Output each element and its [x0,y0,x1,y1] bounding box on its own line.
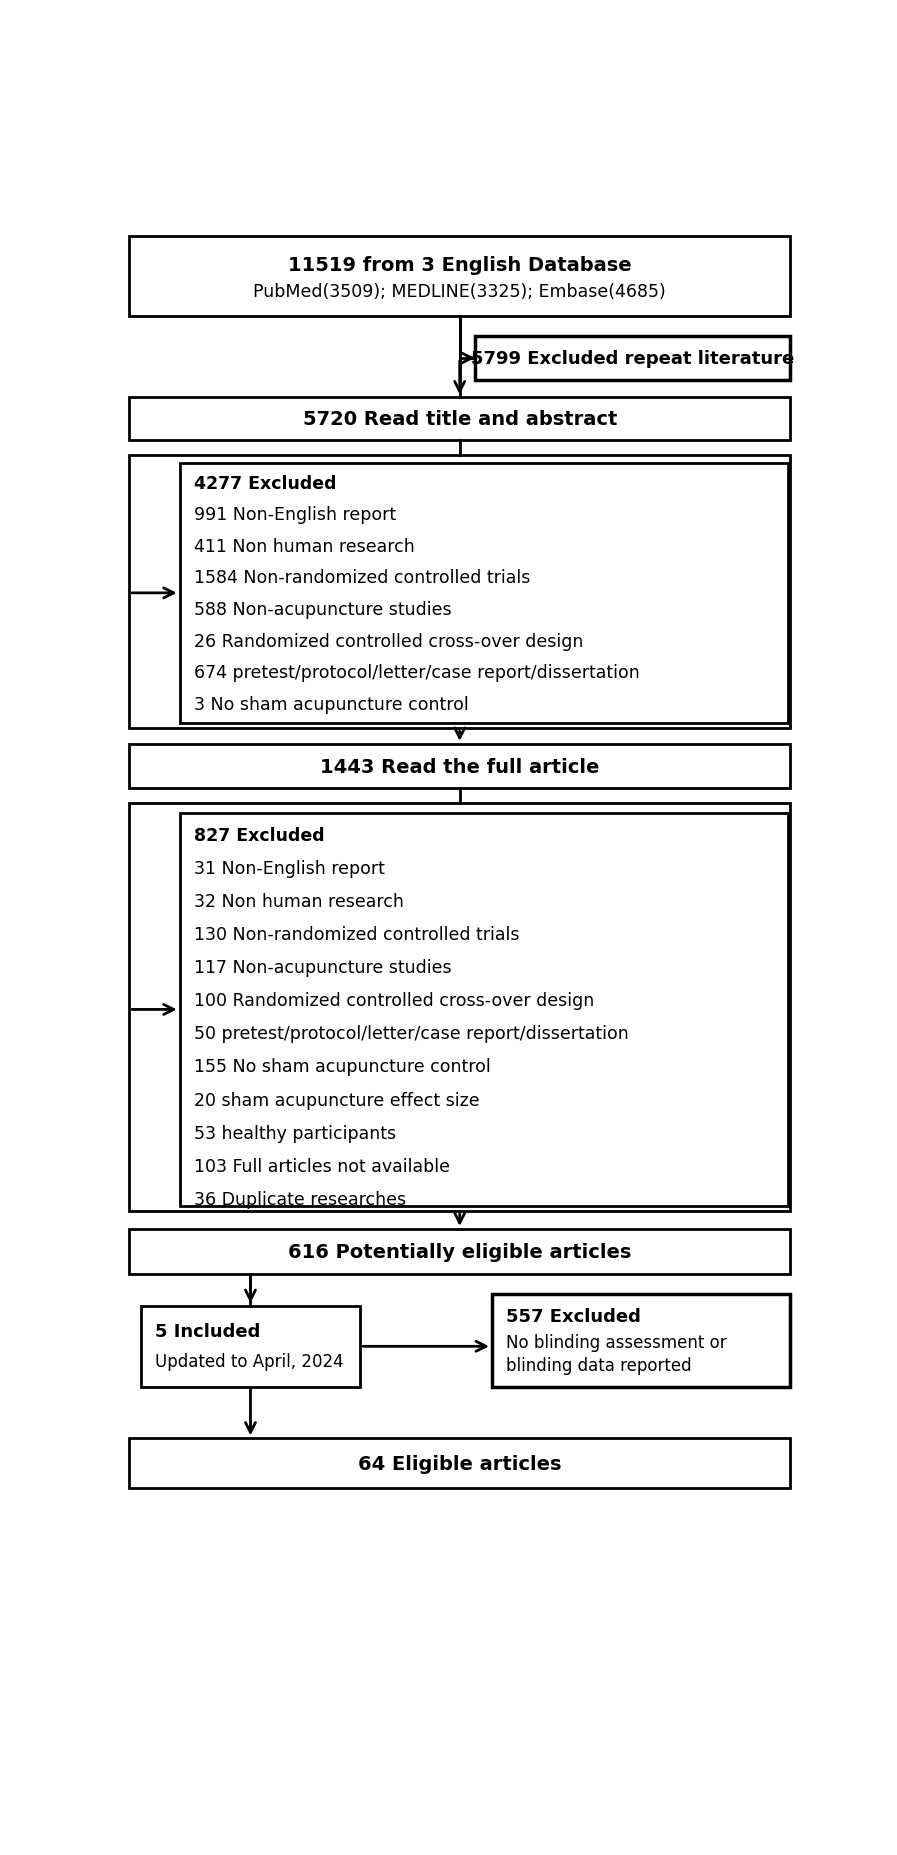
Text: 991 Non-English report: 991 Non-English report [194,506,396,525]
Text: 4277 Excluded: 4277 Excluded [194,475,336,492]
Text: 11519 from 3 English Database: 11519 from 3 English Database [288,256,631,275]
Text: PubMed(3509); MEDLINE(3325); Embase(4685): PubMed(3509); MEDLINE(3325); Embase(4685… [253,282,666,301]
Text: 130 Non-randomized controlled trials: 130 Non-randomized controlled trials [194,926,519,944]
Bar [179,814,788,1206]
Text: 32 Non human research: 32 Non human research [194,892,404,911]
Text: 117 Non-acupuncture studies: 117 Non-acupuncture studies [194,959,451,976]
Bar [129,803,790,1211]
Bar [475,336,790,380]
Text: 50 pretest/protocol/letter/case report/dissertation: 50 pretest/protocol/letter/case report/d… [194,1024,628,1043]
Text: 36 Duplicate researches: 36 Duplicate researches [194,1191,405,1208]
Text: No blinding assessment or: No blinding assessment or [506,1334,727,1350]
Text: 1584 Non-randomized controlled trials: 1584 Non-randomized controlled trials [194,569,530,588]
Text: 674 pretest/protocol/letter/case report/dissertation: 674 pretest/protocol/letter/case report/… [194,664,640,683]
Text: 1443 Read the full article: 1443 Read the full article [320,757,599,775]
Text: 557 Excluded: 557 Excluded [506,1308,640,1324]
Bar [129,1438,790,1488]
Text: 5720 Read title and abstract: 5720 Read title and abstract [302,410,617,429]
Bar [129,399,790,440]
Text: 64 Eligible articles: 64 Eligible articles [358,1454,562,1473]
Text: 827 Excluded: 827 Excluded [194,825,324,844]
Bar [492,1295,790,1388]
Bar [141,1306,360,1388]
Text: 100 Randomized controlled cross-over design: 100 Randomized controlled cross-over des… [194,992,594,1009]
Text: blinding data reported: blinding data reported [506,1356,692,1375]
Text: 5 Included: 5 Included [155,1323,260,1341]
Text: 3 No sham acupuncture control: 3 No sham acupuncture control [194,696,468,714]
Text: 155 No sham acupuncture control: 155 No sham acupuncture control [194,1057,491,1076]
Text: 616 Potentially eligible articles: 616 Potentially eligible articles [288,1243,631,1261]
Text: 20 sham acupuncture effect size: 20 sham acupuncture effect size [194,1091,479,1109]
Text: 31 Non-English report: 31 Non-English report [194,859,385,877]
Text: 103 Full articles not available: 103 Full articles not available [194,1158,449,1174]
Bar [129,236,790,317]
Text: Updated to April, 2024: Updated to April, 2024 [155,1352,344,1371]
Text: 588 Non-acupuncture studies: 588 Non-acupuncture studies [194,601,451,620]
Text: 26 Randomized controlled cross-over design: 26 Randomized controlled cross-over desi… [194,633,583,651]
Text: 53 healthy participants: 53 healthy participants [194,1124,396,1143]
Bar [129,1230,790,1274]
Text: 411 Non human research: 411 Non human research [194,538,414,556]
Bar [179,464,788,723]
Bar [129,744,790,788]
Text: 5799 Excluded repeat literature: 5799 Excluded repeat literature [471,351,794,367]
Bar [129,456,790,729]
